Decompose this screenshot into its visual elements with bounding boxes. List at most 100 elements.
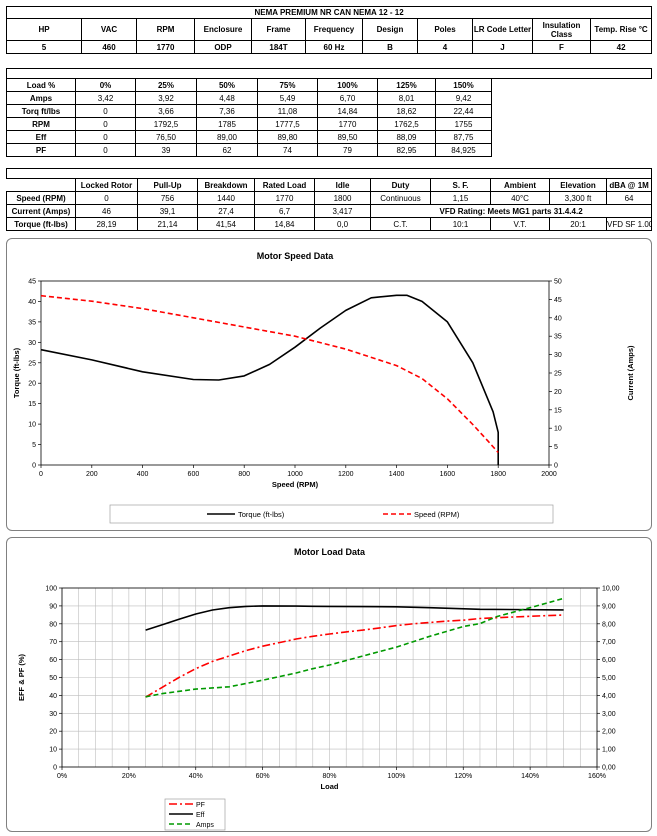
perf-header-cell: S. F.: [430, 178, 491, 192]
load-header-cell: 100%: [317, 78, 378, 92]
perf-value-cell: 40°C: [490, 191, 550, 205]
load-header-cell: 0%: [75, 78, 136, 92]
spec-value-cell: 42: [589, 40, 653, 54]
load-value-cell: 7,36: [196, 104, 258, 118]
spec-value-cell: F: [532, 40, 591, 54]
y2-tick-label: 0,00: [602, 765, 616, 772]
perf-value-cell: 1800: [314, 191, 371, 205]
spec-header-cell: Poles: [417, 18, 473, 41]
x-tick-label: 80%: [322, 773, 336, 780]
spec-header-cell: Frequency: [305, 18, 363, 41]
y2-tick-label: 10: [554, 426, 562, 433]
perf-value-cell: 20:1: [549, 217, 607, 231]
load-value-cell: 1755: [435, 117, 492, 131]
y2-tick-label: 9,00: [602, 603, 616, 610]
load-value-cell: 22,44: [435, 104, 492, 118]
y-tick-label: 20: [28, 381, 36, 388]
y-tick-label: 35: [28, 319, 36, 326]
perf-value-cell: C.T.: [370, 217, 431, 231]
load-header-cell: 125%: [377, 78, 436, 92]
perf-value-cell: 0,0: [314, 217, 371, 231]
load-header-cell: Load %: [6, 78, 76, 92]
y-tick-label: 20: [49, 729, 57, 736]
performance-table: Locked Rotor Pull-Up Breakdown Rated Load Id…: [5, 168, 653, 231]
load-row: Amps 3,42 3,92 4,48 5,49 6,70 8,01 9,42: [6, 91, 652, 105]
spec-header-cell: RPM: [136, 18, 195, 41]
load-value-cell: 89,80: [257, 130, 318, 144]
spec-title: NEMA PREMIUM NR CAN NEMA 12 - 12: [5, 6, 653, 19]
y2-tick-label: 30: [554, 352, 562, 359]
x-tick-label: 600: [188, 471, 200, 478]
y2-tick-label: 1,00: [602, 747, 616, 754]
load-value-cell: 6,70: [317, 91, 378, 105]
perf-corner-cell: [7, 179, 76, 192]
y2-axis-label: Current (Amps): [626, 345, 635, 401]
y2-tick-label: 4,00: [602, 693, 616, 700]
legend-label-amps: Amps: [196, 822, 214, 829]
load-row-label: Eff: [6, 130, 76, 144]
y2-tick-label: 0: [554, 463, 558, 470]
load-row: PF 0 39 62 74 79 82,95 84,925: [6, 143, 652, 157]
load-value-cell: 1785: [196, 117, 258, 131]
x-axis-label: Speed (RPM): [272, 480, 319, 489]
load-table: Load % 0% 25% 50% 75% 100% 125% 150% Amps 3,42 3,9…: [5, 68, 653, 157]
spec-header-cell: Temp. Rise °C: [589, 18, 653, 41]
load-value-cell: 76,50: [135, 130, 197, 144]
load-value-cell: 1777,5: [257, 117, 318, 131]
x-tick-label: 120%: [454, 773, 472, 780]
series-line-torque-ft-lbs: [40, 294, 500, 465]
spec-table: NEMA PREMIUM NR CAN NEMA 12 - 12 HP VAC RP…: [5, 6, 653, 54]
motor-speed-chart-panel: Motor Speed Data 0 200 400 600 800 1000 1200 140…: [6, 238, 652, 531]
load-value-cell: 0: [75, 117, 136, 131]
load-header-cell: 150%: [435, 78, 492, 92]
legend-label-eff: Eff: [196, 812, 204, 819]
load-header-cell: 25%: [135, 78, 197, 92]
spec-value-cell: 460: [81, 40, 137, 54]
y2-tick-label: 2,00: [602, 729, 616, 736]
load-table-top-bar: [5, 68, 653, 79]
series-line-speed-rpm: [40, 294, 499, 454]
load-empty-cell: [492, 131, 652, 144]
spec-value-cell: ODP: [194, 40, 252, 54]
y2-tick-label: 8,00: [602, 621, 616, 628]
y-tick-label: 0: [53, 765, 57, 772]
y-tick-label: 15: [28, 401, 36, 408]
perf-header-cell: Breakdown: [197, 178, 255, 192]
y-tick-label: 90: [49, 603, 57, 610]
y2-tick-label: 35: [554, 334, 562, 341]
y2-tick-label: 5,00: [602, 675, 616, 682]
y-tick-label: 10: [28, 422, 36, 429]
plot-frame: [40, 280, 550, 466]
y-tick-label: 45: [28, 279, 36, 286]
y2-tick-label: 7,00: [602, 639, 616, 646]
y-tick-label: 40: [49, 693, 57, 700]
y-tick-label: 0: [32, 463, 36, 470]
y-tick-label: 70: [49, 639, 57, 646]
load-empty-cell: [492, 118, 652, 131]
load-value-cell: 89,00: [196, 130, 258, 144]
perf-value-cell: 1,15: [430, 191, 491, 205]
load-row: RPM 0 1792,5 1785 1777,5 1770 1762,5 1755: [6, 117, 652, 131]
perf-value-cell: V.T.: [490, 217, 550, 231]
y2-tick-label: 25: [554, 371, 562, 378]
y2-tick-label: 40: [554, 315, 562, 322]
perf-header-cell: dBA @ 1M: [605, 178, 653, 192]
load-row-label: RPM: [6, 117, 76, 131]
x-tick-label: 20%: [122, 773, 136, 780]
load-value-cell: 0: [75, 104, 136, 118]
load-value-cell: 14,84: [317, 104, 378, 118]
perf-value-cell: 3,300 ft: [549, 191, 607, 205]
load-value-cell: 0: [75, 143, 136, 157]
load-value-cell: 18,62: [377, 104, 436, 118]
y-tick-label: 5: [32, 442, 36, 449]
y-tick-label: 40: [28, 299, 36, 306]
perf-row-label: Torque (ft-lbs): [6, 217, 76, 231]
perf-header-cell: Pull-Up: [137, 178, 198, 192]
load-value-cell: 3,66: [135, 104, 197, 118]
load-value-cell: 62: [196, 143, 258, 157]
y2-tick-label: 15: [554, 407, 562, 414]
load-value-cell: 5,49: [257, 91, 318, 105]
x-tick-label: 0: [39, 471, 43, 478]
y-tick-label: 80: [49, 621, 57, 628]
x-tick-label: 0%: [57, 773, 67, 780]
